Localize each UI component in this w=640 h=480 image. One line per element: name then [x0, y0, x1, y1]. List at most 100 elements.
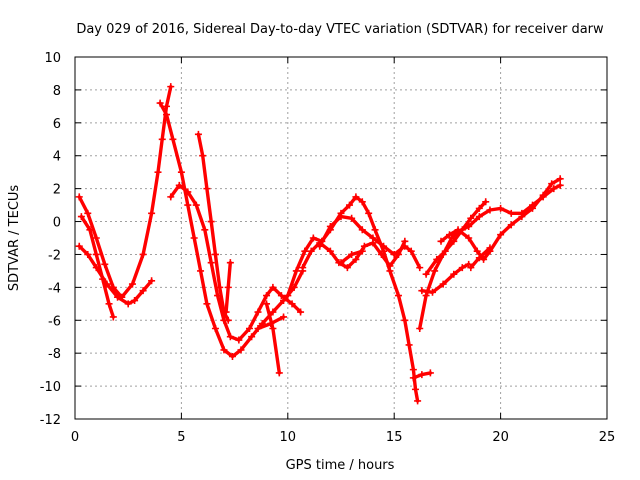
- data-point: [226, 333, 234, 341]
- series-line: [424, 200, 488, 276]
- series-trace-7: [222, 259, 234, 316]
- data-point: [220, 346, 228, 354]
- data-point: [92, 250, 100, 258]
- data-point: [211, 325, 219, 332]
- data-point: [156, 99, 164, 107]
- data-point: [237, 346, 245, 354]
- data-point: [292, 267, 300, 275]
- data-point: [284, 292, 292, 300]
- data-point: [222, 308, 230, 316]
- data-point: [269, 283, 277, 291]
- data-point: [148, 277, 156, 285]
- series-line: [196, 132, 230, 322]
- data-point: [207, 218, 215, 226]
- x-tick-label: 15: [386, 430, 403, 445]
- data-point: [548, 180, 556, 188]
- data-point: [199, 152, 207, 160]
- data-point: [75, 193, 83, 201]
- y-tick-label: 8: [53, 84, 61, 99]
- data-point: [539, 191, 547, 199]
- data-point: [371, 226, 379, 234]
- series-trace-19: [467, 244, 494, 272]
- data-point: [86, 226, 94, 234]
- data-point: [277, 292, 285, 300]
- data-point: [75, 242, 83, 250]
- series-trace-2: [77, 213, 117, 321]
- data-point: [352, 255, 360, 263]
- data-point: [163, 111, 171, 119]
- data-point: [114, 293, 122, 301]
- y-tick-label: -12: [40, 413, 61, 428]
- series-trace-9: [254, 313, 288, 332]
- data-point: [169, 135, 177, 143]
- data-point: [139, 250, 147, 258]
- data-point: [418, 287, 426, 295]
- x-tick-label: 20: [492, 430, 509, 445]
- data-point: [418, 371, 426, 379]
- data-point: [109, 313, 117, 321]
- data-point: [426, 369, 434, 377]
- data-point: [446, 231, 454, 239]
- data-point: [263, 300, 271, 308]
- data-point: [211, 250, 219, 258]
- chart-title: Day 029 of 2016, Sidereal Day-to-day VTE…: [76, 22, 604, 37]
- data-point: [352, 193, 360, 201]
- series-trace-3: [75, 242, 156, 308]
- x-tick-label: 25: [599, 430, 616, 445]
- data-point: [299, 264, 307, 272]
- data-point: [297, 308, 305, 316]
- data-point: [458, 264, 466, 272]
- data-point: [439, 280, 447, 288]
- axis-ticks: 0 5 10 15 20 25 -12 -10 -8 -6 -4 -2 0 2 4 6 8 10: [40, 51, 616, 445]
- data-point: [473, 247, 481, 255]
- data-point: [84, 209, 92, 217]
- data-point: [529, 204, 537, 212]
- data-point: [507, 221, 515, 229]
- data-point: [148, 209, 156, 217]
- data-point: [301, 247, 309, 255]
- series-line: [439, 177, 562, 262]
- data-point: [177, 168, 185, 176]
- data-point: [184, 201, 192, 209]
- data-point: [263, 292, 271, 300]
- data-point: [288, 300, 296, 308]
- data-point: [422, 270, 430, 278]
- data-point: [475, 254, 483, 262]
- data-point: [405, 341, 413, 349]
- y-tick-label: -10: [40, 380, 61, 395]
- series-trace-6: [194, 130, 232, 324]
- series-group: [75, 83, 564, 405]
- y-tick-label: 10: [44, 51, 61, 66]
- x-tick-label: 5: [177, 430, 185, 445]
- series-trace-13: [337, 247, 366, 267]
- data-point: [92, 264, 100, 272]
- grid: [75, 57, 607, 419]
- data-point: [414, 397, 422, 405]
- data-point: [441, 247, 449, 255]
- data-point: [175, 181, 183, 189]
- data-point: [216, 283, 224, 291]
- data-point: [556, 181, 564, 189]
- series-line: [158, 101, 305, 359]
- x-tick-label: 10: [280, 430, 297, 445]
- x-tick-label: 0: [71, 430, 79, 445]
- data-point: [254, 308, 262, 316]
- data-point: [343, 264, 351, 272]
- data-point: [207, 259, 215, 267]
- data-point: [409, 374, 417, 382]
- series-trace-16: [418, 260, 473, 296]
- data-point: [518, 213, 526, 221]
- data-point: [167, 83, 175, 91]
- y-tick-label: 6: [53, 117, 61, 132]
- data-point: [197, 267, 205, 275]
- data-point: [358, 247, 366, 255]
- data-point: [307, 247, 315, 255]
- data-point: [309, 234, 317, 242]
- data-point: [429, 288, 437, 296]
- data-point: [269, 308, 277, 316]
- data-point: [390, 250, 398, 258]
- data-point: [192, 201, 200, 209]
- y-tick-label: 2: [53, 183, 61, 198]
- data-point: [77, 213, 85, 221]
